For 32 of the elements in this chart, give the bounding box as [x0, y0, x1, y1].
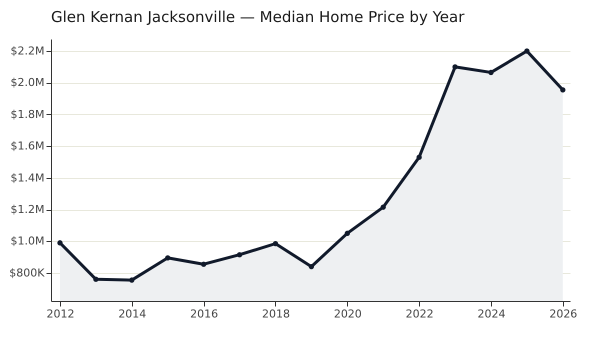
point — [452, 64, 458, 70]
x-tick-label: 2026 — [549, 308, 578, 320]
point — [308, 264, 314, 270]
x-tick-label: 2018 — [262, 308, 290, 320]
point — [93, 276, 99, 282]
point — [236, 252, 242, 258]
y-tick-label: $1.8M — [10, 108, 44, 121]
point — [201, 262, 206, 267]
point — [416, 154, 422, 160]
y-tick-label: $800K — [9, 266, 46, 280]
x-tick-label: 2020 — [334, 308, 362, 320]
y-tick-label: $2.0M — [10, 76, 44, 90]
y-tick-label: $1.6M — [10, 140, 44, 153]
x-tick-label: 2016 — [190, 308, 218, 320]
x-tick-label: 2024 — [477, 308, 506, 320]
x-tick-label: 2014 — [118, 308, 146, 320]
y-tick-label: $1.4M — [10, 171, 44, 184]
point — [380, 204, 386, 210]
point — [488, 70, 494, 76]
point — [57, 240, 63, 246]
point — [344, 230, 350, 236]
x-tick-label: 2012 — [46, 308, 74, 320]
point — [272, 240, 278, 246]
point — [129, 277, 134, 283]
y-tick-label: $1.2M — [10, 203, 44, 216]
point — [165, 255, 170, 261]
chart-title: Glen Kernan Jacksonville — Median Home Price by Year — [51, 8, 466, 26]
point — [560, 87, 566, 93]
y-tick-label: $2.2M — [10, 44, 44, 58]
point — [524, 48, 530, 54]
x-tick-label: 2022 — [406, 308, 434, 320]
y-tick-label: $1.0M — [10, 234, 44, 248]
